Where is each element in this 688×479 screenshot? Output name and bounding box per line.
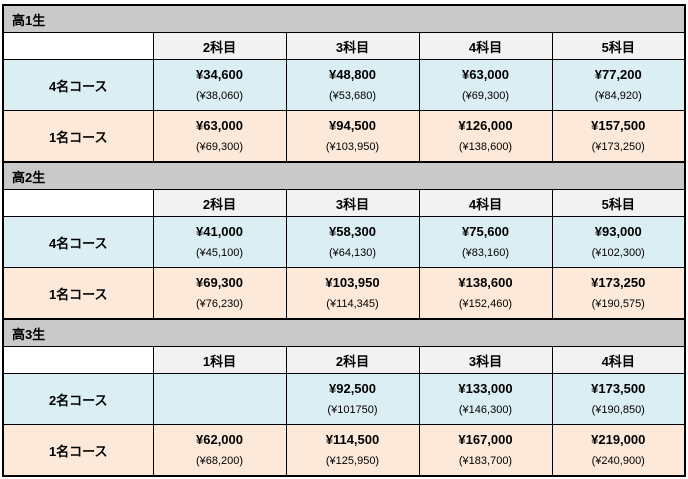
price-value: ¥157,500 [591, 118, 646, 133]
price-with-tax: (¥45,100) [195, 247, 244, 259]
price-with-tax: (¥53,680) [328, 90, 377, 102]
price-with-tax: (¥69,300) [461, 90, 510, 102]
price-value: ¥219,000 [591, 432, 646, 447]
price-value: ¥62,000 [196, 432, 243, 447]
price-value: ¥75,600 [462, 224, 509, 239]
corner-cell [2, 346, 154, 374]
price-with-tax: (¥138,600) [458, 141, 513, 153]
price-value: ¥58,300 [329, 224, 376, 239]
price-value: ¥77,200 [594, 67, 642, 82]
price-with-tax: (¥152,460) [458, 298, 513, 310]
price-with-tax: (¥173,250) [591, 141, 645, 153]
section-title-grade2: 高2生 [2, 161, 686, 190]
table-row: 2名コース ¥92,500 (¥101750) ¥133,000 (¥146,300… [2, 373, 686, 425]
section-row-grade3: 高3生 [2, 318, 686, 347]
table-row: 4名コース ¥41,000 (¥45,100) ¥58,300 (¥64,130) … [2, 216, 686, 268]
price-with-tax: (¥125,950) [325, 455, 380, 467]
price-with-tax: (¥102,300) [591, 247, 645, 259]
price-value: ¥48,800 [329, 67, 376, 82]
column-header: 5科目 [551, 32, 686, 60]
price-value: ¥34,600 [196, 67, 243, 82]
column-header: 4科目 [551, 346, 686, 374]
price-value: ¥138,600 [458, 275, 513, 290]
price-value: ¥167,000 [458, 432, 513, 447]
price-with-tax: (¥64,130) [328, 247, 377, 259]
column-header: 5科目 [551, 189, 686, 217]
price-with-tax: (¥69,300) [195, 141, 244, 153]
column-header: 4科目 [418, 32, 553, 60]
price-value: ¥63,000 [462, 67, 509, 82]
price-with-tax: (¥83,160) [461, 247, 510, 259]
course-label: 4名コース [2, 216, 154, 268]
table-row: 4名コース ¥34,600 (¥38,060) ¥48,800 (¥53,680) … [2, 59, 686, 111]
price-value: ¥133,000 [458, 381, 513, 396]
price-with-tax: (¥68,200) [195, 455, 244, 467]
price-value: ¥103,950 [325, 275, 380, 290]
column-header: 3科目 [285, 32, 420, 60]
price-with-tax: (¥103,950) [325, 141, 380, 153]
price-with-tax: (¥190,850) [591, 404, 645, 416]
header-row-grade3: 1科目 2科目 3科目 4科目 [2, 346, 686, 374]
course-price-table: 高1生 2科目 3科目 4科目 5科目 4名コース ¥34,600 (¥38,06… [2, 4, 686, 477]
course-label: 1名コース [2, 110, 154, 163]
column-header: 2科目 [152, 189, 287, 217]
table-row: 1名コース ¥62,000 (¥68,200) ¥114,500 (¥125,950… [2, 424, 686, 477]
column-header: 4科目 [418, 189, 553, 217]
price-with-tax: (¥240,900) [591, 455, 645, 467]
price-value: ¥69,300 [196, 275, 243, 290]
price-value: ¥173,500 [591, 381, 646, 396]
section-row-grade1: 高1生 [2, 4, 686, 33]
course-label: 2名コース [2, 373, 154, 425]
price-with-tax: (¥114,345) [326, 298, 379, 310]
price-value: ¥92,500 [329, 381, 376, 396]
price-value: ¥94,500 [329, 118, 376, 133]
header-row-grade2: 2科目 3科目 4科目 5科目 [2, 189, 686, 217]
price-value: ¥93,000 [594, 224, 642, 239]
price-with-tax: (¥183,700) [458, 455, 513, 467]
course-label: 1名コース [2, 424, 154, 477]
course-label: 1名コース [2, 267, 154, 320]
column-header: 3科目 [285, 189, 420, 217]
price-with-tax: (¥38,060) [195, 90, 244, 102]
price-with-tax: (¥84,920) [594, 90, 642, 102]
column-header: 3科目 [418, 346, 553, 374]
section-row-grade2: 高2生 [2, 161, 686, 190]
price-value: ¥173,250 [591, 275, 646, 290]
empty-price-cell [152, 373, 287, 425]
price-value: ¥63,000 [196, 118, 243, 133]
pricing-tables: 高1生 2科目 3科目 4科目 5科目 4名コース ¥34,600 (¥38,06… [2, 4, 686, 477]
price-value: ¥126,000 [458, 118, 513, 133]
price-with-tax: (¥190,575) [591, 298, 645, 310]
price-with-tax: (¥146,300) [458, 404, 513, 416]
corner-cell [2, 189, 154, 217]
price-value: ¥41,000 [196, 224, 243, 239]
course-label: 4名コース [2, 59, 154, 111]
table-row: 1名コース ¥63,000 (¥69,300) ¥94,500 (¥103,950)… [2, 110, 686, 163]
table-row: 1名コース ¥69,300 (¥76,230) ¥103,950 (¥114,345… [2, 267, 686, 320]
price-with-tax: (¥76,230) [195, 298, 244, 310]
price-value: ¥114,500 [325, 432, 380, 447]
header-row-grade1: 2科目 3科目 4科目 5科目 [2, 32, 686, 60]
price-with-tax: (¥101750) [327, 404, 378, 416]
column-header: 2科目 [152, 32, 287, 60]
corner-cell [2, 32, 154, 60]
column-header: 1科目 [152, 346, 287, 374]
column-header: 2科目 [285, 346, 420, 374]
section-title-grade1: 高1生 [2, 4, 686, 33]
section-title-grade3: 高3生 [2, 318, 686, 347]
